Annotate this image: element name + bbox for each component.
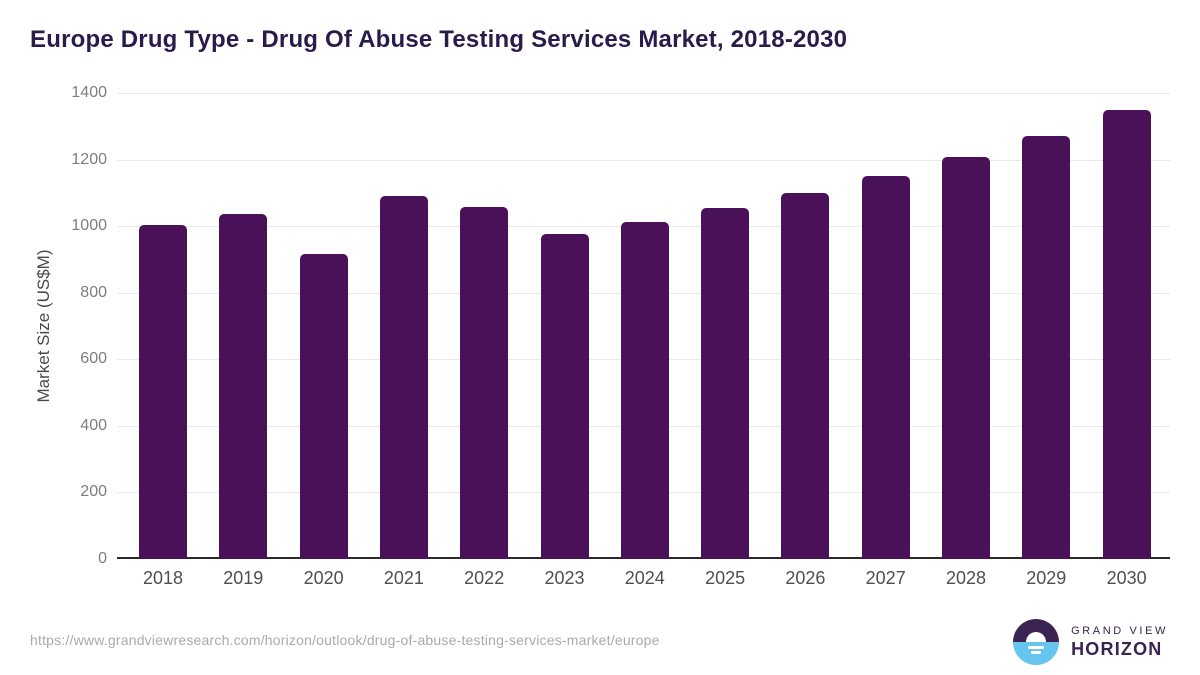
gridline (117, 159, 1170, 161)
horizon-line-icon (1031, 651, 1042, 654)
bar-2022 (460, 207, 509, 559)
horizon-line-icon (1028, 646, 1045, 649)
bar-2030 (1102, 110, 1151, 559)
y-tick-label: 400 (80, 416, 107, 434)
bar-chart: Market Size (US$M) 0 200 400 600 800 1000 1200… (34, 84, 1170, 588)
x-tick-label: 2027 (865, 568, 906, 588)
x-tick-label: 2023 (544, 568, 585, 588)
gridline (117, 93, 1170, 94)
sun-icon (1026, 632, 1047, 642)
y-tick-label: 600 (80, 350, 107, 368)
bar-2021 (379, 196, 428, 559)
x-tick-label: 2025 (705, 568, 746, 588)
x-tick-label: 2028 (945, 568, 987, 588)
bar-2029 (1022, 135, 1071, 559)
x-tick-label: 2024 (624, 568, 665, 588)
horizon-logo-icon (1013, 619, 1060, 665)
bar-2020 (299, 254, 348, 559)
bar-2018 (139, 225, 187, 559)
y-tick-label: 200 (80, 483, 107, 501)
y-tick-label: 0 (98, 550, 107, 567)
x-tick-label: 2018 (142, 568, 184, 588)
y-tick-label: 800 (80, 283, 107, 301)
logo-text: GRAND VIEW HORIZON (1071, 625, 1168, 660)
logo-product-name: HORIZON (1071, 638, 1163, 659)
bar-2026 (781, 192, 830, 559)
bar-2027 (861, 175, 910, 559)
y-tick-label: 1000 (71, 217, 107, 235)
plot-area (117, 93, 1170, 559)
x-tick-label: 2026 (785, 568, 826, 588)
logo-brand-name: GRAND VIEW (1071, 624, 1168, 637)
brand-logo: GRAND VIEW HORIZON (1013, 618, 1168, 666)
y-tick-label: 1200 (71, 150, 107, 168)
bar-2023 (540, 233, 589, 559)
x-tick-label: 2021 (383, 568, 424, 588)
y-tick-label: 1400 (71, 84, 107, 101)
x-tick-label: 2030 (1106, 568, 1147, 588)
bar-2019 (219, 214, 268, 559)
x-tick-label: 2029 (1026, 568, 1067, 588)
x-tick-label: 2022 (464, 568, 505, 588)
chart-title: Europe Drug Type - Drug Of Abuse Testing… (30, 26, 848, 53)
x-tick-label: 2020 (303, 568, 344, 588)
bar-2024 (620, 222, 669, 559)
bar-2025 (701, 208, 750, 559)
source-url: https://www.grandviewresearch.com/horizo… (30, 632, 660, 648)
y-axis-title: Market Size (US$M) (34, 249, 53, 403)
bar-2028 (942, 156, 990, 559)
x-tick-label: 2019 (223, 568, 264, 588)
